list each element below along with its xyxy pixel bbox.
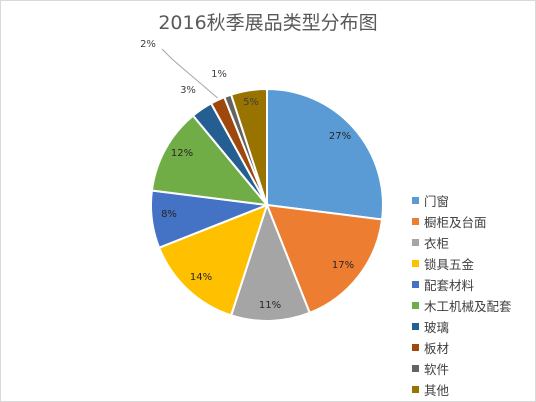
- chart-title: 2016秋季展品类型分布图: [158, 12, 378, 34]
- legend-item: 门窗: [412, 190, 512, 211]
- legend-label: 玻璃: [424, 320, 450, 335]
- legend-swatch: [412, 260, 419, 267]
- legend-item: 板材: [412, 337, 512, 358]
- leader-line: [161, 48, 218, 99]
- legend-item: 橱柜及台面: [412, 211, 512, 232]
- legend-item: 配套材料: [412, 274, 512, 295]
- legend-swatch: [412, 365, 419, 372]
- legend-item: 锁具五金: [412, 253, 512, 274]
- legend-label: 橱柜及台面: [424, 215, 487, 230]
- data-label-3: 11%: [259, 300, 281, 311]
- legend-item: 衣柜: [412, 232, 512, 253]
- legend-swatch: [412, 218, 419, 225]
- legend-label: 木工机械及配套: [424, 299, 512, 314]
- data-label-10: 5%: [243, 97, 259, 108]
- pie-slice-6: [150, 114, 270, 207]
- pie-slice-3: [229, 202, 312, 322]
- legend-label: 衣柜: [424, 236, 450, 251]
- pie-slice-4: [157, 203, 269, 317]
- data-label-1: 27%: [329, 131, 351, 142]
- legend-swatch: [412, 239, 419, 246]
- legend-label: 门窗: [424, 194, 450, 209]
- data-label-2: 17%: [332, 260, 354, 271]
- pie-slice-2: [265, 203, 384, 315]
- legend-label: 配套材料: [424, 278, 475, 293]
- legend-label: 板材: [424, 341, 450, 356]
- legend-swatch: [412, 323, 419, 330]
- legend: 门窗橱柜及台面衣柜锁具五金配套材料木工机械及配套 玻璃板材软件其他: [412, 190, 512, 400]
- data-label-9: 1%: [211, 69, 227, 80]
- legend-item: 木工机械及配套: [412, 295, 512, 316]
- legend-swatch: [412, 281, 419, 288]
- data-label-8: 2%: [140, 39, 156, 50]
- legend-swatch: [412, 386, 419, 393]
- legend-item: 玻璃: [412, 316, 512, 337]
- pie-slice-1: [266, 87, 384, 221]
- legend-label: 软件: [424, 362, 450, 377]
- data-label-5: 8%: [161, 209, 177, 220]
- legend-swatch: [412, 197, 419, 204]
- legend-label: 锁具五金: [424, 257, 475, 272]
- legend-item: 软件: [412, 358, 512, 379]
- data-label-6: 12%: [171, 148, 193, 159]
- data-label-4: 14%: [190, 272, 212, 283]
- pie-slice-10: [229, 87, 268, 206]
- legend-item: 其他: [412, 379, 512, 400]
- data-label-7: 3%: [180, 85, 196, 96]
- legend-swatch: [412, 344, 419, 351]
- legend-label: 其他: [424, 383, 450, 398]
- legend-swatch: [412, 302, 419, 309]
